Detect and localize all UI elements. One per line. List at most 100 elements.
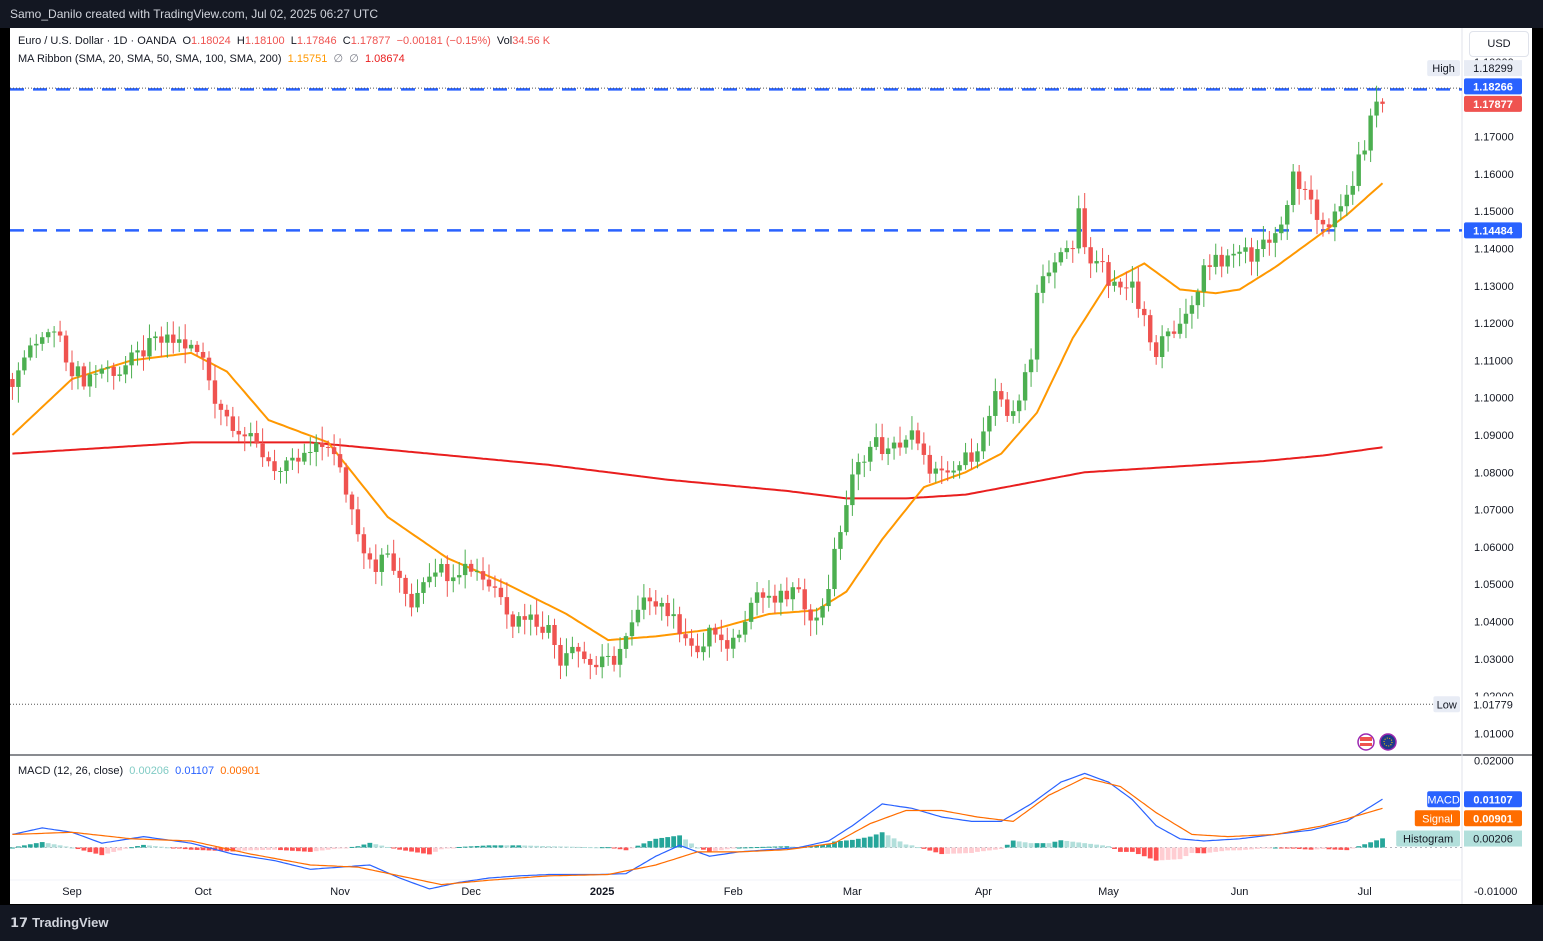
candle-body [111,366,116,376]
macd-histogram-bar [1237,847,1242,851]
candle-body [885,448,891,454]
candle-body [647,597,653,602]
candle-body [99,368,104,374]
candle-body [1040,276,1046,293]
candle-body [963,452,968,466]
time-tick-label: Dec [461,886,481,898]
macd-histogram-bar [1308,847,1314,850]
candle-body [10,379,15,387]
macd-histogram-bar [313,847,319,852]
macd-histogram-bar [879,832,885,848]
price-tick-label: 1.08000 [1474,467,1514,479]
symbol-name[interactable]: Euro / U.S. Dollar · 1D · OANDA [18,35,177,47]
candle-body [34,343,39,346]
macd-histogram-bar [1147,847,1153,859]
macd-histogram-bar [522,845,528,848]
candle-body [903,439,909,448]
candle-body [1231,253,1236,256]
open-label: O [182,35,192,47]
macd-histogram-bar [1046,843,1052,848]
signal-axis-value-bg [1464,810,1522,827]
macd-histogram-bar [730,847,736,849]
candle-body [1219,254,1224,267]
candle-body [224,409,230,417]
candle-body [1058,252,1064,263]
candle-body [439,564,444,573]
macd-histogram-bar [230,847,236,852]
macd-histogram-bar [290,847,295,851]
candle-body [653,601,658,607]
macd-histogram-bar [1213,847,1219,852]
candle-body [927,454,933,474]
low-tag-label: Low [1437,699,1457,711]
candle-body [540,626,545,633]
ma-ribbon-title[interactable]: MA Ribbon (SMA, 20, SMA, 50, SMA, 100, S… [18,53,282,65]
candle-body [1070,248,1075,250]
macd-histogram-bar [975,847,980,852]
macd-histogram-bar [611,847,617,849]
signal-axis-tag: Signal [1422,813,1453,825]
last-price-label: 1.17877 [1473,99,1513,111]
macd-histogram-bar [706,847,712,852]
candle-body [177,339,182,343]
candle-body [427,576,432,583]
macd-pane [10,772,1462,890]
macd-axis-value: 0.01107 [1473,794,1512,806]
macd-histogram-bar [1171,847,1177,860]
candle-body [260,443,265,458]
hist-axis-tag-bg [1396,830,1460,847]
ma200-line [12,441,1383,500]
candle-body [1362,150,1367,155]
price-tick-label: 1.09000 [1474,430,1514,442]
macd-histogram-bar [325,847,331,850]
signal-axis-tag-bg [1414,810,1460,827]
candle-body [641,597,647,610]
macd-histogram-bar [1368,842,1374,848]
macd-histogram-bar [135,846,140,848]
candle-body [325,446,331,448]
macd-histogram-bar [1112,847,1117,849]
macd-histogram-bar [1088,843,1094,848]
candle-body [558,644,563,666]
macd-histogram-bar [450,847,456,849]
candle-body [1290,171,1296,206]
macd-histogram-bar [1153,847,1159,861]
candle-body [742,621,748,635]
macd-histogram-bar [504,845,510,848]
candle-body [1261,239,1266,250]
candle-body [81,366,87,387]
macd-histogram-bar [575,846,581,848]
macd-histogram-bar [665,837,671,848]
macd-histogram-bar [754,847,760,849]
chart-frame[interactable] [10,28,1532,904]
candle-body [868,446,873,462]
candle-body [212,380,218,404]
candle-body [57,331,63,336]
candle-body [1326,224,1332,228]
macd-histogram-bar [641,843,647,848]
candle-body [1249,247,1254,262]
high-value-bg [1464,60,1522,77]
tradingview-logo[interactable]: 𝟭𝟳 TradingView [10,915,108,931]
time-tick-label: Nov [330,886,350,898]
candle-body [272,461,277,472]
candle-body [1267,239,1272,243]
candle-body [1094,261,1099,264]
candle-body [921,443,927,455]
macd-histogram-bar [1165,847,1171,860]
ma20-line [11,182,1384,642]
candle-body [474,571,480,573]
candle-body [69,362,75,377]
macd-histogram-bar [1255,847,1260,849]
macd-histogram-bar [861,837,867,848]
candle-body [379,554,384,572]
time-tick-label: Mar [843,886,862,898]
macd-title[interactable]: MACD (12, 26, close) [18,765,124,777]
macd-histogram-bar [677,835,683,848]
macd-histogram-bar [200,847,206,851]
candle-body [820,606,825,618]
currency-button[interactable]: USD [1469,31,1529,57]
candle-body [719,634,724,641]
macd-histogram-bar [361,844,367,848]
